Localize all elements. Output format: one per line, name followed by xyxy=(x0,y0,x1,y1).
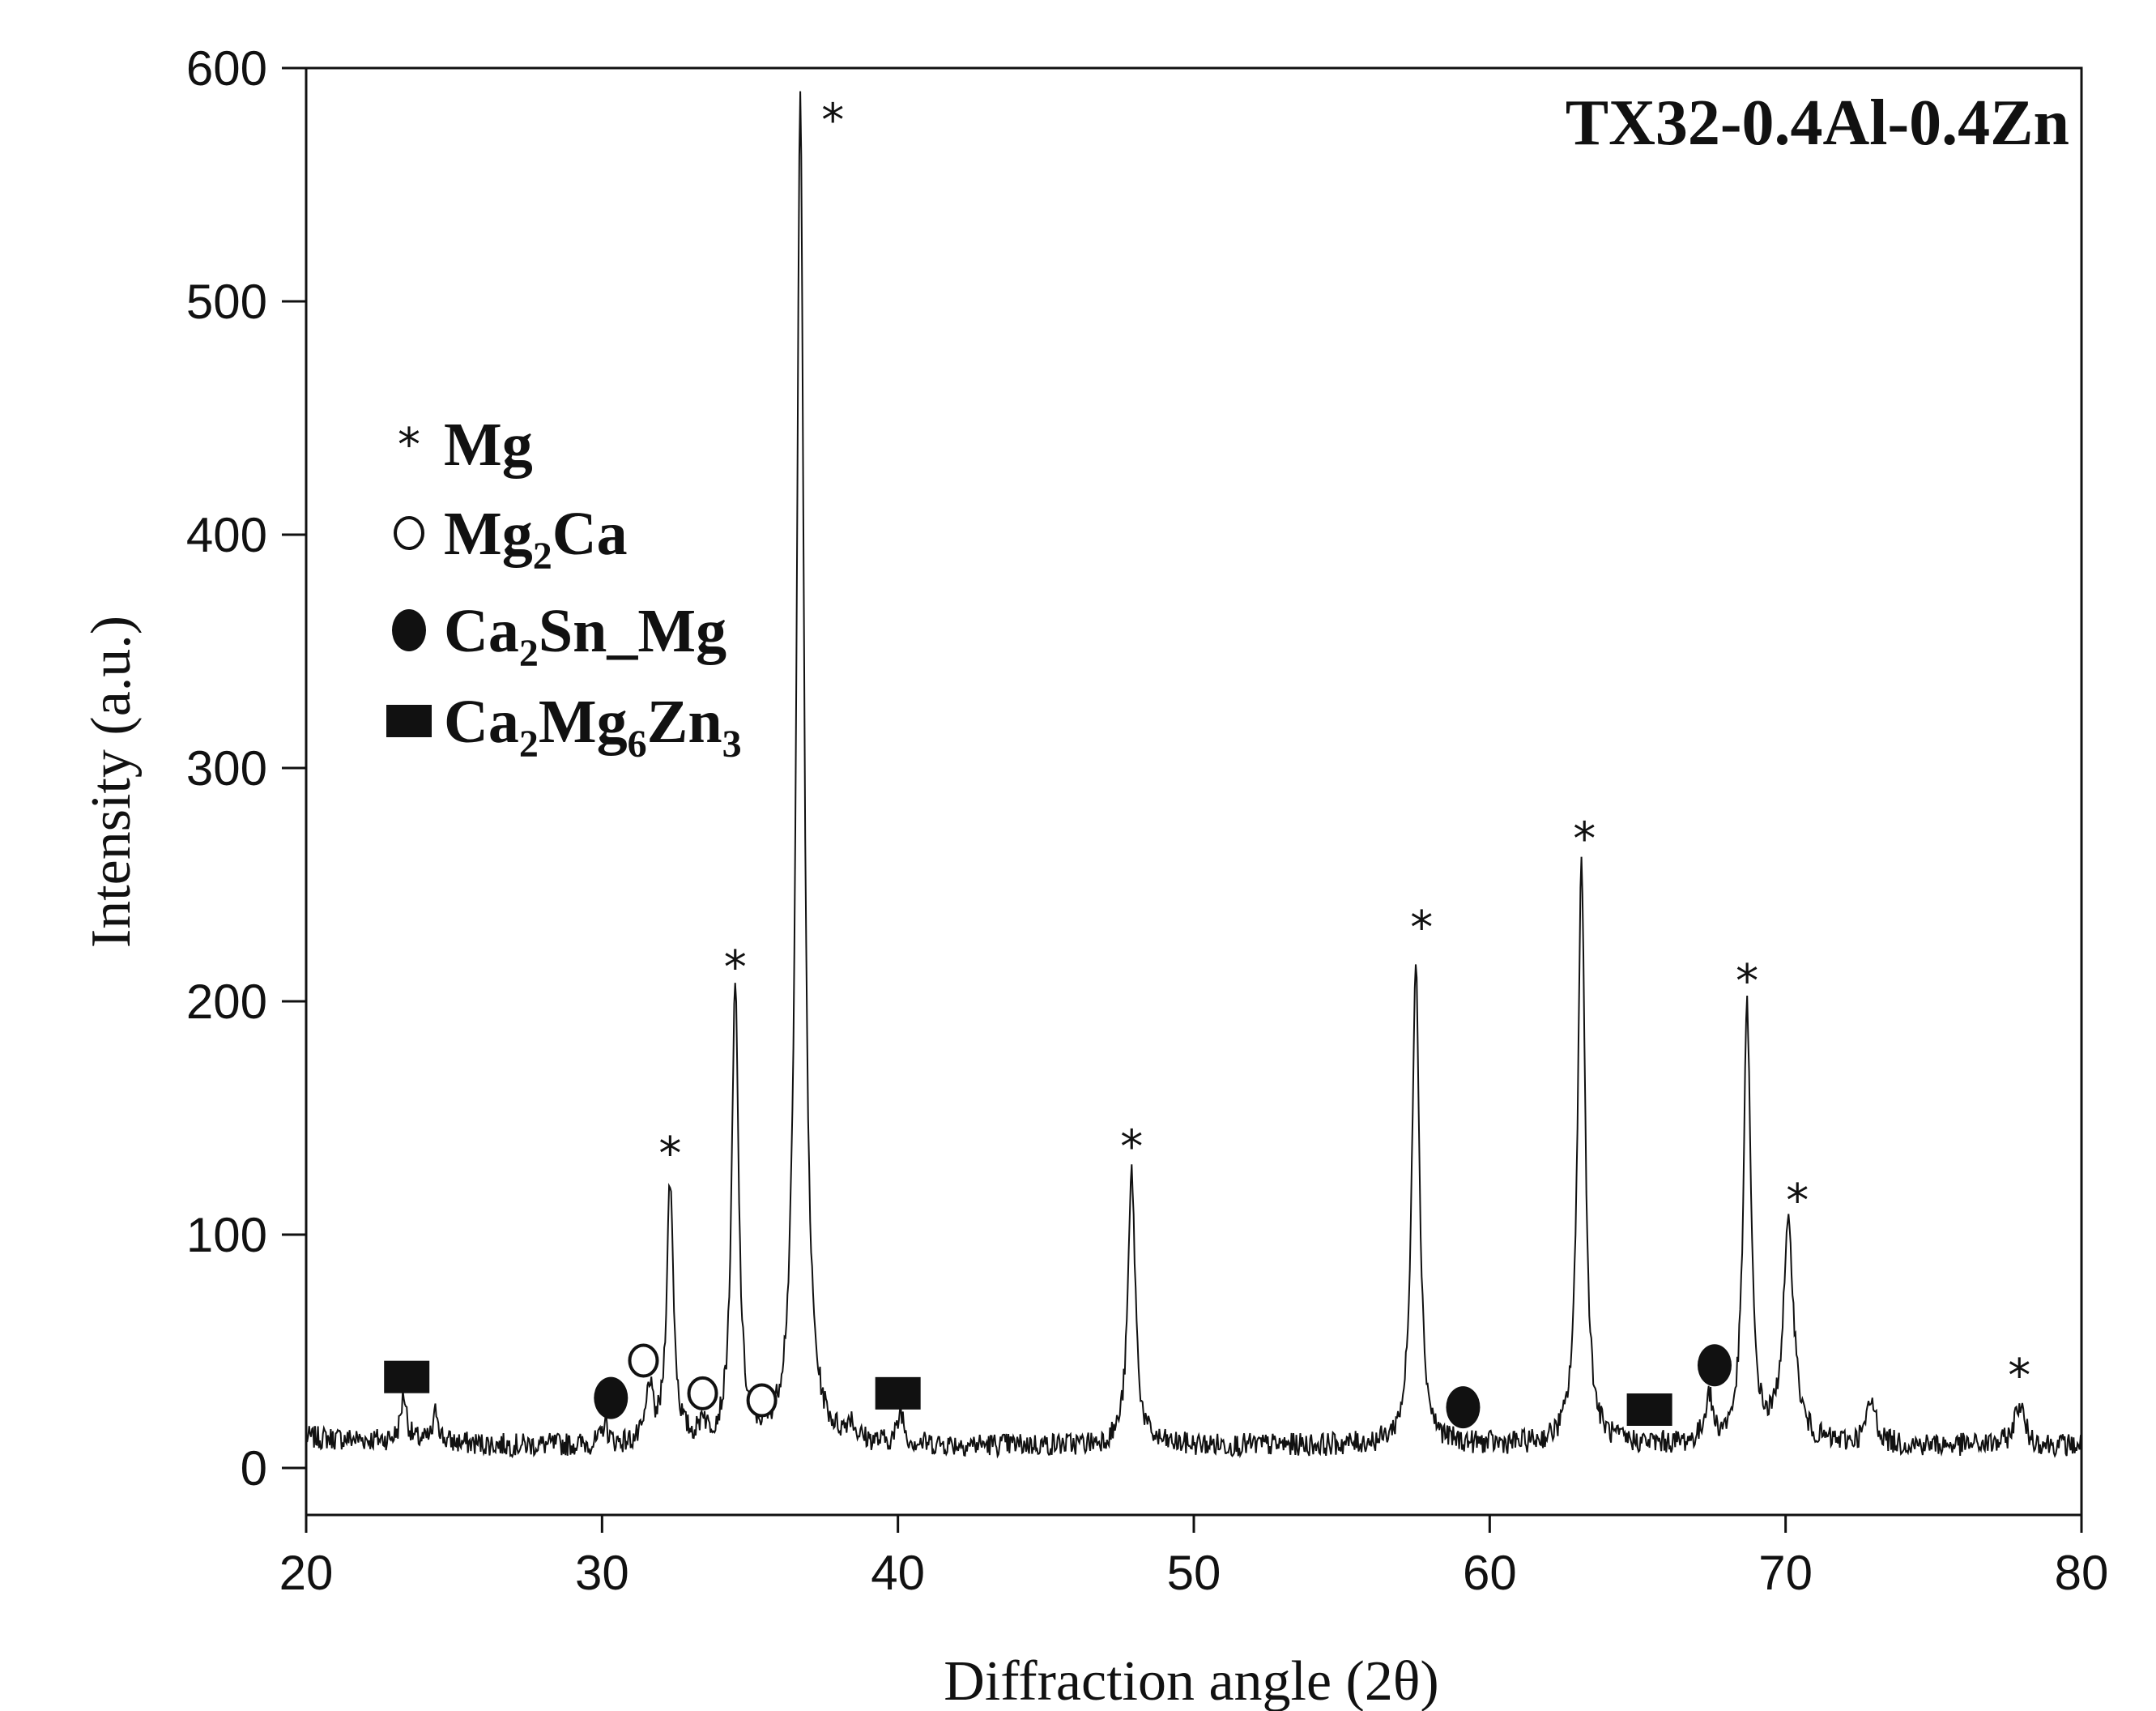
y-tick-label: 200 xyxy=(186,975,267,1029)
filled-circle-marker xyxy=(392,609,426,651)
filled-square-marker xyxy=(875,1376,921,1410)
legend-label: Mg2Ca xyxy=(444,500,628,578)
y-tick-label: 0 xyxy=(241,1441,267,1496)
filled-square-marker xyxy=(386,705,432,737)
x-axis-ticks: 20 30 40 50 60 70 80 xyxy=(279,1515,2109,1600)
y-axis-ticks: 0 100 200 300 400 500 600 xyxy=(186,41,306,1496)
y-tick-label: 400 xyxy=(186,508,267,562)
asterisk-marker: * xyxy=(1573,813,1596,865)
asterisk-marker: * xyxy=(1736,955,1758,1008)
x-tick-label: 80 xyxy=(2055,1546,2109,1600)
x-axis-title: Diffraction angle (2θ) xyxy=(944,1650,1438,1711)
y-tick-label: 600 xyxy=(186,41,267,96)
filled-circle-marker xyxy=(1446,1386,1481,1429)
open-circle-marker xyxy=(687,1376,718,1410)
plot-border xyxy=(305,66,2083,1517)
y-tick-label: 300 xyxy=(186,741,267,796)
asterisk-marker: * xyxy=(821,94,844,147)
asterisk-marker: * xyxy=(658,1128,681,1180)
legend: * Mg Mg2Ca Ca2Sn_Mg Ca2Mg6Zn3 xyxy=(386,411,742,766)
x-tick-label: 60 xyxy=(1463,1546,1517,1600)
x-tick-label: 30 xyxy=(575,1546,629,1600)
open-circle-marker xyxy=(628,1343,659,1378)
y-axis-title: Intensity (a.u.) xyxy=(80,616,143,948)
asterisk-marker: * xyxy=(1410,902,1433,954)
filled-circle-marker xyxy=(1697,1344,1732,1387)
asterisk-marker: * xyxy=(1786,1175,1809,1227)
asterisk-marker: * xyxy=(2008,1350,2030,1402)
x-tick-label: 70 xyxy=(1758,1546,1813,1600)
asterisk-marker: * xyxy=(1120,1121,1143,1174)
filled-square-marker xyxy=(1626,1393,1672,1426)
legend-label: Mg xyxy=(444,411,533,479)
open-circle-marker xyxy=(746,1383,778,1418)
x-tick-label: 40 xyxy=(871,1546,925,1600)
sample-label: TX32-0.4Al-0.4Zn xyxy=(1566,87,2069,159)
legend-label: Ca2Mg6Zn3 xyxy=(444,688,742,766)
x-tick-label: 50 xyxy=(1167,1546,1221,1600)
open-circle-marker xyxy=(394,516,424,550)
filled-square-marker xyxy=(384,1360,430,1393)
legend-label: Ca2Sn_Mg xyxy=(444,597,726,675)
diffraction-trace xyxy=(305,91,2082,1459)
peak-annotations: * * * * * * * * * xyxy=(384,94,2030,1429)
y-tick-label: 500 xyxy=(186,275,267,329)
asterisk-marker: * xyxy=(724,941,747,994)
x-tick-label: 20 xyxy=(279,1546,334,1600)
y-tick-label: 100 xyxy=(186,1208,267,1262)
filled-circle-marker xyxy=(594,1376,628,1419)
asterisk-marker: * xyxy=(398,419,420,471)
plot-frame xyxy=(305,66,2083,1517)
